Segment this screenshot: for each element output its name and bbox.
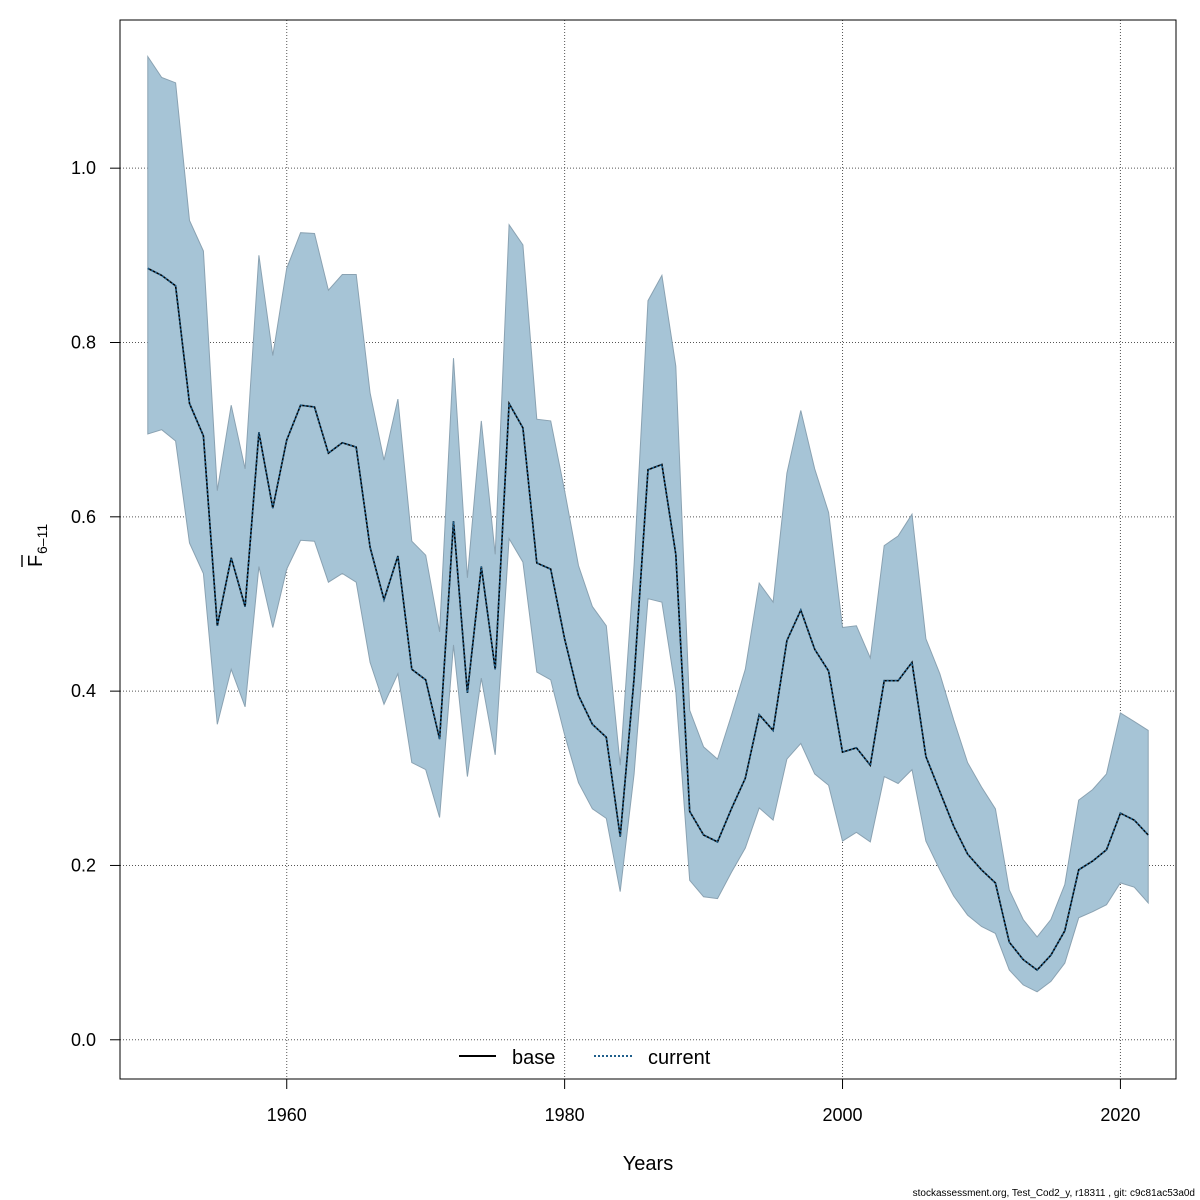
legend-base-label: base xyxy=(512,1047,555,1069)
x-axis-title: Years xyxy=(623,1153,673,1175)
y-tick-label: 0.4 xyxy=(71,681,96,701)
y-tick-label: 1.0 xyxy=(71,158,96,178)
footer-note: stockassessment.org, Test_Cod2_y, r18311… xyxy=(913,1188,1195,1199)
confidence-band xyxy=(147,54,1149,993)
x-tick-label: 1960 xyxy=(267,1105,307,1125)
y-tick-label: 0.0 xyxy=(71,1030,96,1050)
y-tick-label: 0.2 xyxy=(71,855,96,875)
y-tick-label: 0.8 xyxy=(71,332,96,352)
confidence-band-area xyxy=(147,54,1149,993)
plot-frame xyxy=(119,19,1177,1080)
series-line-current xyxy=(147,267,1149,972)
x-axis: 1960 1980 2000 2020 xyxy=(267,1079,1140,1125)
y-axis: 0.0 0.2 0.4 0.6 0.8 1.0 xyxy=(71,158,120,1050)
y-axis-title-main: F xyxy=(25,555,47,567)
series-lines xyxy=(147,267,1149,972)
x-tick-label: 1980 xyxy=(545,1105,585,1125)
y-axis-title-subscript: 6–11 xyxy=(34,524,50,554)
legend-current-label: current xyxy=(648,1047,711,1069)
x-tick-label: 2020 xyxy=(1100,1105,1140,1125)
y-tick-label: 0.6 xyxy=(71,507,96,527)
y-axis-title: F 6–11 xyxy=(21,524,50,567)
legend: base current xyxy=(459,1047,711,1069)
x-tick-label: 2000 xyxy=(823,1105,863,1125)
